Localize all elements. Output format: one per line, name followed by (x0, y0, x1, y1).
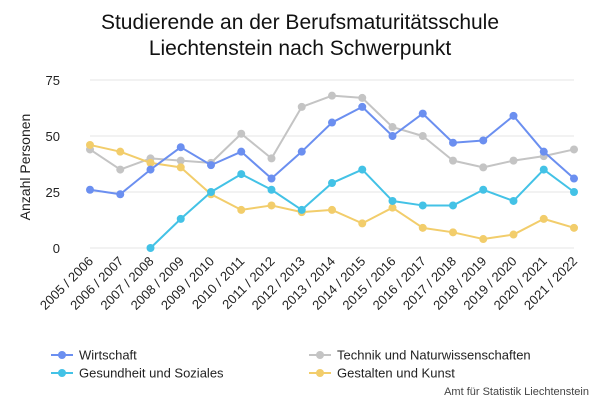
data-point (358, 93, 367, 102)
data-point (479, 136, 488, 145)
data-point (86, 185, 94, 194)
legend-item: Wirtschaft (51, 348, 137, 363)
data-point (237, 147, 246, 156)
data-point (146, 158, 155, 167)
data-point (388, 132, 397, 140)
data-point (449, 138, 457, 147)
data-point (570, 174, 578, 183)
y-axis-label: Anzahl Personen (17, 114, 33, 221)
data-point (237, 129, 246, 138)
data-point (146, 244, 155, 252)
y-tick-label: 75 (46, 73, 60, 88)
data-point (388, 123, 397, 132)
data-point (267, 201, 276, 210)
data-point (539, 214, 548, 223)
data-point (449, 156, 457, 165)
data-point (509, 196, 518, 205)
data-point (479, 163, 488, 172)
data-point (509, 111, 518, 120)
series-1 (86, 102, 578, 199)
data-point (539, 165, 548, 174)
data-point (388, 203, 397, 212)
data-point (116, 165, 125, 174)
data-point (86, 140, 94, 149)
legend-label: Gesundheit und Soziales (79, 366, 224, 381)
data-point (570, 188, 578, 196)
y-tick-label: 50 (46, 129, 60, 144)
series-line (89, 94, 575, 171)
chart-title-line-2: Liechtenstein nach Schwerpunkt (149, 37, 452, 60)
data-point (539, 147, 548, 156)
legend: Wirtschaft Technik und Naturwissenschafte… (51, 348, 531, 381)
data-point (146, 165, 155, 174)
data-point (176, 214, 185, 223)
data-point (328, 118, 336, 127)
legend-swatch-marker (58, 369, 66, 377)
data-point (237, 205, 246, 214)
data-point (358, 165, 367, 174)
data-point (358, 102, 367, 111)
data-point (328, 91, 336, 100)
legend-item: Technik und Naturwissenschaften (309, 348, 531, 363)
data-point (267, 185, 276, 194)
legend-label: Wirtschaft (79, 348, 137, 363)
data-point (570, 145, 578, 154)
data-point (207, 188, 215, 196)
legend-label: Gestalten und Kunst (337, 366, 455, 381)
data-point (297, 205, 306, 214)
data-point (570, 223, 578, 232)
legend-label: Technik und Naturwissenschaften (337, 348, 531, 363)
data-point (449, 228, 457, 237)
data-point (358, 219, 367, 228)
data-point (479, 235, 488, 244)
data-point (418, 223, 427, 232)
legend-item: Gestalten und Kunst (309, 366, 455, 381)
data-point (297, 147, 306, 156)
grid-lines (90, 79, 574, 249)
data-point (449, 201, 457, 210)
data-point (418, 132, 427, 140)
data-point (479, 185, 488, 194)
source-credit: Amt für Statistik Liechtenstein (444, 386, 589, 398)
data-point (267, 154, 276, 163)
series-lines (86, 91, 578, 252)
series-3 (146, 165, 578, 252)
data-point (176, 156, 185, 165)
data-point (237, 170, 246, 179)
data-point (176, 163, 185, 172)
data-point (116, 147, 125, 156)
y-tick-label: 0 (53, 241, 60, 256)
data-point (328, 205, 336, 214)
y-tick-label: 25 (46, 185, 60, 200)
data-point (297, 102, 306, 111)
data-point (267, 174, 276, 183)
series-2 (86, 91, 578, 174)
data-point (116, 190, 125, 199)
data-point (509, 156, 518, 165)
data-point (328, 179, 336, 188)
legend-item: Gesundheit und Soziales (51, 366, 224, 381)
data-point (418, 109, 427, 118)
legend-swatch-marker (316, 351, 324, 359)
legend-swatch-marker (316, 369, 324, 377)
chart-title-line-1: Studierende an der Berufsmaturitätsschul… (101, 11, 499, 34)
data-point (418, 201, 427, 210)
y-tick-labels: 0 25 50 75 (46, 73, 60, 256)
legend-swatch-marker (58, 351, 66, 359)
data-point (509, 230, 518, 239)
data-point (388, 196, 397, 205)
data-point (207, 161, 215, 170)
data-point (176, 143, 185, 152)
